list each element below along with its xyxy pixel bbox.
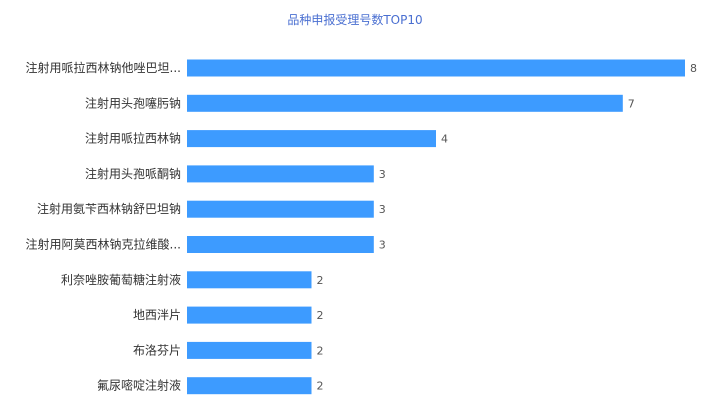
bar-10[interactable] <box>187 377 312 395</box>
chart-title: 品种申报受理号数TOP10 <box>287 13 423 27</box>
category-label-7: 利奈唑胺葡萄糖注射液 <box>61 272 181 287</box>
category-label-9: 布洛芬片 <box>133 342 181 357</box>
value-label-6: 3 <box>379 239 386 252</box>
category-label-5: 注射用氨苄西林钠舒巴坦钠 <box>37 201 181 216</box>
value-label-3: 4 <box>441 133 448 146</box>
value-label-10: 2 <box>317 380 324 393</box>
bar-3[interactable] <box>187 130 436 148</box>
category-label-3: 注射用哌拉西林钠 <box>85 131 181 146</box>
category-label-2: 注射用头孢噻肟钠 <box>85 95 181 110</box>
bar-6[interactable] <box>187 236 374 253</box>
value-label-5: 3 <box>379 203 386 216</box>
bar-4[interactable] <box>187 165 374 183</box>
category-label-8: 地西泮片 <box>133 308 181 322</box>
bar-1[interactable] <box>187 59 685 77</box>
bar-7[interactable] <box>187 271 312 289</box>
value-label-2: 7 <box>628 97 635 110</box>
bar-2[interactable] <box>187 94 623 112</box>
bar-9[interactable] <box>187 341 312 359</box>
bar-8[interactable] <box>187 306 312 324</box>
value-label-7: 2 <box>317 274 324 287</box>
value-label-9: 2 <box>317 344 324 357</box>
category-label-4: 注射用头孢哌酮钠 <box>85 166 181 181</box>
bar-5[interactable] <box>187 200 374 218</box>
category-label-6: 注射用阿莫西林钠克拉维酸... <box>26 237 181 252</box>
bars-group: 注射用哌拉西林钠他唑巴坦... 8 注射用头孢噻肟钠 7 注射用哌拉西林钠 4 注射用头孢哌… <box>26 59 697 395</box>
category-label-1: 注射用哌拉西林钠他唑巴坦... <box>26 60 181 75</box>
value-label-4: 3 <box>379 168 386 181</box>
category-label-10: 氟尿嘧啶注射液 <box>97 378 181 393</box>
value-label-8: 2 <box>317 309 324 322</box>
value-label-1: 8 <box>690 62 697 75</box>
